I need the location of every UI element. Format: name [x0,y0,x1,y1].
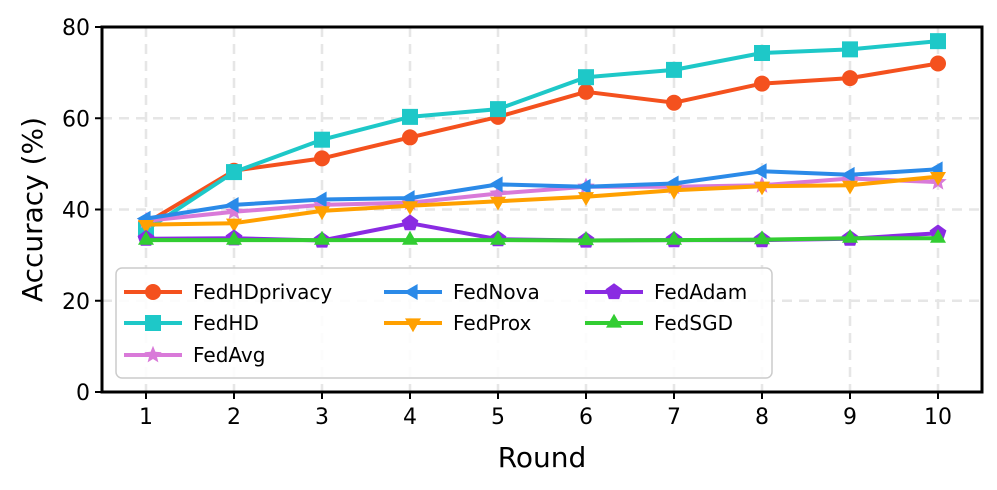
y-tick-label: 60 [62,107,90,132]
x-tick-label: 8 [755,405,769,430]
data-point-FedAvg [489,184,507,201]
series-FedNova [136,161,943,227]
data-point-FedHDprivacy [314,150,330,167]
legend-marker-FedSGD [606,313,622,328]
data-point-FedSGD [402,230,418,245]
x-tick-label: 3 [315,405,329,430]
data-point-FedSGD [930,229,946,243]
data-point-FedSGD [842,229,858,243]
series-layer [136,33,947,248]
data-point-FedHD [578,69,594,86]
data-point-FedHD [490,101,506,118]
legend-entry-FedAdam: FedAdam [585,280,747,304]
data-point-FedHD [754,45,770,62]
data-point-FedProx [402,201,418,215]
series-line-FedAvg [145,176,939,223]
y-tick-label: 20 [62,290,90,315]
data-point-FedProx [754,181,770,196]
series-line-FedSGD [146,236,938,243]
data-point-FedProx [226,218,242,233]
legend-label-FedHD: FedHD [193,311,259,335]
x-tick-label: 1 [139,405,153,430]
series-line-FedNova [145,167,939,221]
data-point-FedProx [490,196,506,211]
series-FedProx [138,172,946,234]
series-line-FedHD [144,39,939,232]
x-tick-label: 7 [667,405,681,430]
data-point-FedNova [488,176,503,193]
legend-marker-FedNova [403,284,418,300]
data-point-FedHD [842,41,858,58]
data-point-FedAvg [225,202,243,220]
series-FedSGD [138,229,946,246]
legend-label-FedNova: FedNova [453,280,540,304]
data-point-FedHD [226,164,242,181]
data-point-FedHDprivacy [578,83,594,100]
data-point-FedHDprivacy [666,94,682,111]
data-point-FedHD [402,108,418,125]
x-tick-label: 2 [227,405,241,430]
x-axis-title: Round [498,441,587,474]
data-point-FedHD [930,33,946,50]
legend-marker-FedAvg [144,345,162,363]
legend-marker-FedHDprivacy [145,284,161,300]
legend-marker-FedProx [405,318,421,333]
data-point-FedProx [138,220,154,234]
legend-label-FedSGD: FedSGD [654,311,733,335]
legend-label-FedAdam: FedAdam [654,280,747,304]
data-point-FedNova [312,191,327,208]
data-point-FedNova [224,197,239,213]
x-tick-label: 4 [403,405,417,430]
data-point-FedSGD [138,230,154,245]
legend-entry-FedAvg: FedAvg [124,343,265,367]
data-point-FedProx [578,192,594,206]
legend-entry-FedHD: FedHD [124,311,259,335]
series-line-FedProx [145,174,939,227]
data-point-FedSGD [666,230,682,245]
legend-marker-FedAdam [605,283,623,300]
legend-entry-FedProx: FedProx [384,311,532,335]
legend: FedHDprivacy FedHD FedAvg FedNova FedProx Fed… [115,267,773,379]
legend-label-FedAvg: FedAvg [193,343,265,367]
legend-marker-FedHD [145,315,161,331]
data-point-FedNova [752,163,767,180]
x-tick-label: 6 [579,405,593,430]
x-tick-label: 10 [924,405,952,430]
data-point-FedProx [666,185,682,200]
data-point-FedHD [314,131,330,148]
data-point-FedHDprivacy [930,55,946,72]
series-line-FedHDprivacy [144,61,939,225]
y-tick-label: 80 [62,16,90,41]
data-point-FedSGD [754,230,770,245]
x-tick-label: 5 [491,405,505,430]
legend-entry-FedSGD: FedSGD [585,311,733,335]
data-point-FedSGD [314,230,330,245]
axes: 1 2 3 4 5 6 7 8 9 10 0 20 40 60 80 [62,16,984,430]
data-point-FedAdam [401,214,419,231]
data-point-FedSGD [578,231,594,246]
data-point-FedHDprivacy [754,75,770,92]
data-point-FedHDprivacy [842,70,858,87]
data-point-FedProx [842,180,858,195]
data-point-FedHDprivacy [402,129,418,146]
y-tick-label: 40 [62,199,90,224]
legend-label-FedHDprivacy: FedHDprivacy [193,280,332,304]
data-point-FedNova [576,178,591,195]
data-point-FedProx [314,206,330,221]
series-FedHD [138,33,946,239]
data-point-FedHD [666,61,682,78]
y-tick-label: 0 [76,381,90,406]
data-point-FedProx [930,172,946,186]
legend-entry-FedHDprivacy: FedHDprivacy [124,280,332,304]
x-tick-label: 9 [843,405,857,430]
data-point-FedSGD [226,230,242,245]
data-point-FedSGD [490,230,506,245]
legend-entry-FedNova: FedNova [384,280,540,304]
y-axis-title: Accuracy (%) [16,117,49,302]
data-point-FedNova [840,166,855,183]
legend-label-FedProx: FedProx [453,311,532,335]
